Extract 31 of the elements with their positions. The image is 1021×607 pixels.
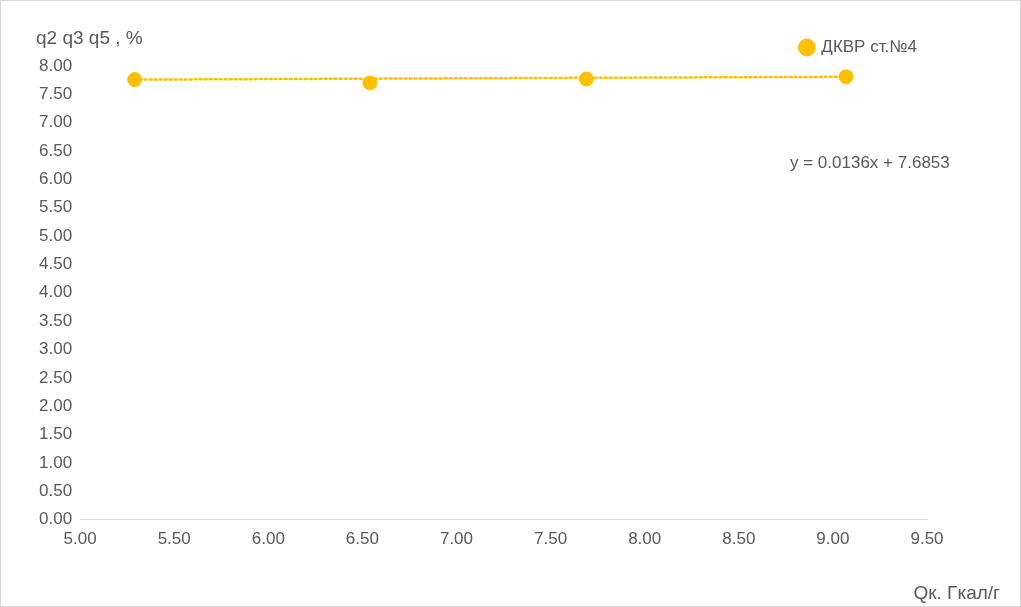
y-tick-label: 0.00 <box>38 509 73 529</box>
y-tick-label: 4.00 <box>38 282 73 302</box>
y-tick-label: 6.50 <box>38 140 73 160</box>
x-tick-label: 7.50 <box>534 529 568 549</box>
y-tick-label: 3.00 <box>38 339 73 359</box>
y-tick-label: 2.50 <box>38 367 73 387</box>
x-tick-label: 5.00 <box>63 529 97 549</box>
y-axis-title: q2 q3 q5 , % <box>36 27 143 49</box>
y-tick-label: 7.50 <box>38 84 73 104</box>
x-tick-label: 9.00 <box>816 529 850 549</box>
y-tick-label: 5.50 <box>38 197 73 217</box>
x-tick-label: 7.00 <box>439 529 474 549</box>
y-tick-label: 8.00 <box>38 55 73 75</box>
y-tick-label: 3.50 <box>38 310 73 330</box>
y-tick-label: 5.00 <box>38 225 73 245</box>
y-tick-label: 2.00 <box>38 395 73 415</box>
x-tick-label: 8.00 <box>628 529 662 549</box>
y-tick-label: 6.00 <box>38 169 73 189</box>
y-tick-label: 0.50 <box>38 480 73 500</box>
y-tick-label: 1.00 <box>38 452 73 472</box>
y-tick-label: 1.50 <box>38 424 73 444</box>
y-tick-label: 4.50 <box>38 254 73 274</box>
x-tick-label: 6.00 <box>251 529 285 549</box>
x-tick-label: 9.50 <box>910 529 944 549</box>
x-axis-title: Qк. Гкал/г <box>913 582 1000 604</box>
legend-label: ДКВР ст.№4 <box>821 37 918 57</box>
x-tick-label: 8.50 <box>722 529 756 549</box>
x-tick-label: 5.50 <box>157 529 191 549</box>
y-tick-label: 7.00 <box>38 112 73 132</box>
annotation: y = 0.0136x + 7.6853 <box>790 153 950 173</box>
x-tick-label: 6.50 <box>345 529 379 549</box>
